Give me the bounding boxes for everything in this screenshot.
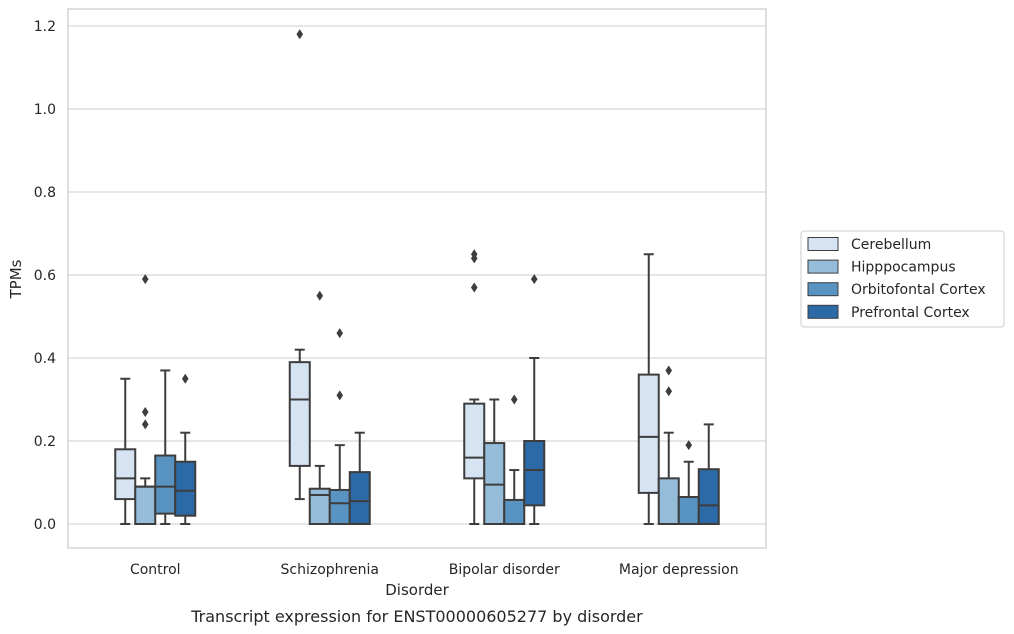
box <box>288 361 311 467</box>
y-tick-label: 1.2 <box>34 19 56 35</box>
x-axis-label: Disorder <box>385 581 449 599</box>
gridlines <box>68 25 766 525</box>
y-tick-labels: 0.0 0.2 0.4 0.6 0.8 1.0 1.2 <box>34 19 56 533</box>
x-tick-label: Major depression <box>619 562 739 578</box>
outlier-point <box>336 328 344 339</box>
box-group <box>134 274 157 525</box>
outlier-point <box>470 282 478 293</box>
box-group <box>463 249 486 525</box>
box <box>637 373 660 494</box>
box-group <box>503 394 526 525</box>
box <box>348 471 371 525</box>
y-tick-label: 0.6 <box>34 268 56 284</box>
box-group <box>154 369 177 525</box>
box <box>328 488 351 525</box>
box <box>463 402 486 480</box>
outlier-point <box>336 390 344 401</box>
box <box>154 454 177 515</box>
y-tick-label: 0.0 <box>34 517 56 533</box>
legend-swatch <box>807 237 839 251</box>
legend-frame <box>800 230 1005 328</box>
box <box>483 442 506 526</box>
y-axis-label: TPMs <box>7 259 25 299</box>
outlier-point <box>316 290 324 301</box>
legend-label: Hipppocampus <box>851 260 956 276</box>
box <box>523 440 546 507</box>
outlier-point <box>296 29 304 40</box>
x-tick-label: Bipolar disorder <box>449 562 560 578</box>
legend-label: Cerebellum <box>851 237 931 253</box>
box-group <box>483 398 506 526</box>
outlier-point <box>141 406 149 417</box>
outlier-point <box>141 274 149 285</box>
box-group <box>288 29 311 501</box>
y-tick-label: 0.4 <box>34 351 56 367</box>
box-group <box>677 440 700 525</box>
box <box>134 485 157 525</box>
plot-frame <box>67 8 767 549</box>
legend-label: Prefrontal Cortex <box>851 305 970 321</box>
box-group <box>637 253 660 525</box>
x-tick-labels: Control Schizophrenia Bipolar disorder Majo… <box>130 562 739 578</box>
outlier-point <box>530 274 538 285</box>
outlier-point <box>181 373 189 384</box>
box-group <box>657 365 680 526</box>
x-tick-label: Schizophrenia <box>281 562 379 578</box>
box-group <box>114 377 137 525</box>
x-tick-label: Control <box>130 562 181 578</box>
legend-swatch <box>807 304 839 319</box>
box-group <box>348 431 371 525</box>
box-group <box>308 290 331 526</box>
box <box>697 468 720 525</box>
legend: Cerebellum Hipppocampus Orbitofontal Corte… <box>800 230 1005 328</box>
box-plot-series <box>114 29 720 526</box>
y-tick-label: 0.2 <box>34 434 56 450</box>
box <box>677 496 700 525</box>
legend-swatch <box>807 259 839 274</box>
legend-swatch <box>807 282 839 297</box>
box-group <box>697 423 720 525</box>
outlier-point <box>510 394 518 405</box>
outlier-point <box>665 365 673 376</box>
outlier-point <box>470 249 478 260</box>
box-group <box>174 373 197 525</box>
box-group <box>523 274 546 525</box>
box <box>174 460 197 517</box>
y-tick-label: 0.8 <box>34 185 56 201</box>
box <box>657 477 680 526</box>
y-tick-label: 1.0 <box>34 102 56 118</box>
legend-label: Orbitofontal Cortex <box>851 282 986 298</box>
chart-caption: Transcript expression for ENST0000060527… <box>190 607 643 626</box>
outlier-point <box>141 419 149 430</box>
outlier-point <box>665 386 673 397</box>
outlier-point <box>685 440 693 451</box>
box <box>114 448 137 501</box>
box <box>503 498 526 525</box>
